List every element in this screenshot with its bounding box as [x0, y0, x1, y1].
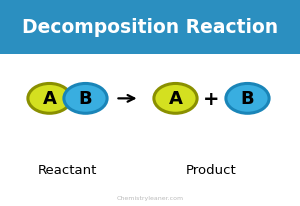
Bar — [0, 0, 300, 55]
Text: Reactant: Reactant — [38, 164, 97, 176]
Circle shape — [28, 84, 71, 114]
Text: A: A — [43, 90, 56, 108]
Circle shape — [154, 84, 197, 114]
Circle shape — [226, 84, 269, 114]
Text: B: B — [241, 90, 254, 108]
Text: A: A — [169, 90, 182, 108]
Text: +: + — [203, 89, 220, 108]
Text: Chemistryleaner.com: Chemistryleaner.com — [116, 195, 184, 200]
Circle shape — [64, 84, 107, 114]
Text: Product: Product — [186, 164, 237, 176]
Text: Decomposition Reaction: Decomposition Reaction — [22, 18, 278, 37]
Text: B: B — [79, 90, 92, 108]
